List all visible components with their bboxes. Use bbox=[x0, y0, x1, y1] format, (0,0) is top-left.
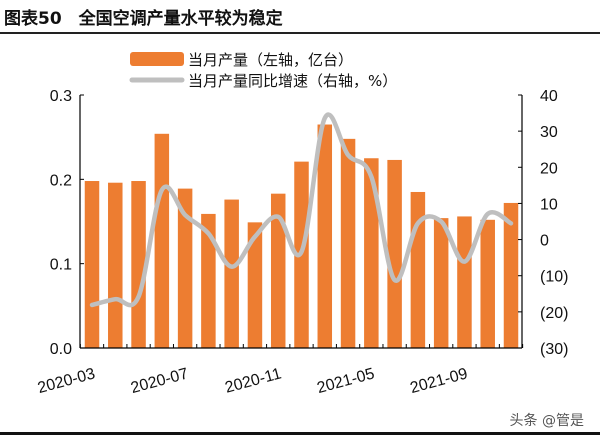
bar-2020-04 bbox=[108, 182, 123, 348]
bar-2020-10 bbox=[247, 222, 263, 348]
bar-2020-06 bbox=[154, 133, 170, 348]
x-tick-label: 2021-09 bbox=[408, 365, 469, 397]
watermark: 头条 @管是 bbox=[509, 413, 584, 429]
bar-2021-06 bbox=[387, 159, 402, 348]
x-tick-label: 2020-03 bbox=[36, 365, 97, 397]
legend-bar-label: 当月产量（左轴，亿台） bbox=[188, 51, 353, 69]
right-tick-label: 20 bbox=[540, 160, 558, 177]
bar-2020-08 bbox=[201, 213, 216, 348]
left-tick-label: 0.3 bbox=[50, 88, 72, 105]
right-tick-label: (30) bbox=[540, 341, 568, 358]
left-tick-label: 0.2 bbox=[50, 172, 72, 189]
right-tick-label: 40 bbox=[540, 88, 558, 105]
x-tick-label: 2020-11 bbox=[223, 365, 283, 396]
x-tick-label: 2020-07 bbox=[129, 365, 190, 397]
bottom-divider bbox=[0, 432, 600, 435]
bar-2020-07 bbox=[177, 188, 193, 348]
bar-2020-03 bbox=[84, 181, 100, 348]
title-divider bbox=[0, 32, 600, 34]
bar-2020-11 bbox=[270, 193, 286, 348]
right-tick-label: 10 bbox=[540, 196, 558, 213]
bar-2021-03 bbox=[317, 124, 333, 349]
bar-2021-05 bbox=[364, 158, 379, 348]
right-tick-label: (20) bbox=[540, 305, 568, 322]
left-tick-label: 0.1 bbox=[50, 257, 72, 274]
bar-2020-09 bbox=[224, 199, 239, 348]
bar-2021-10 bbox=[480, 219, 495, 348]
bar-2021-07 bbox=[410, 191, 426, 348]
right-tick-label: 30 bbox=[540, 124, 558, 141]
bar-2021-08 bbox=[433, 218, 449, 348]
bar-2020-05 bbox=[131, 181, 146, 348]
chart-title: 图表50 全国空调产量水平较为稳定 bbox=[4, 9, 283, 29]
legend-line-label: 当月产量同比增速（右轴，%） bbox=[188, 72, 397, 90]
left-tick-label: 0.0 bbox=[50, 341, 72, 358]
legend-bar-swatch bbox=[130, 52, 184, 66]
right-tick-label: (10) bbox=[540, 269, 568, 286]
bar-2021-04 bbox=[340, 138, 356, 348]
x-tick-label: 2021-05 bbox=[315, 365, 376, 397]
bar-2021-09 bbox=[457, 216, 472, 348]
right-tick-label: 0 bbox=[540, 233, 549, 250]
bar-2021-11 bbox=[503, 202, 519, 348]
